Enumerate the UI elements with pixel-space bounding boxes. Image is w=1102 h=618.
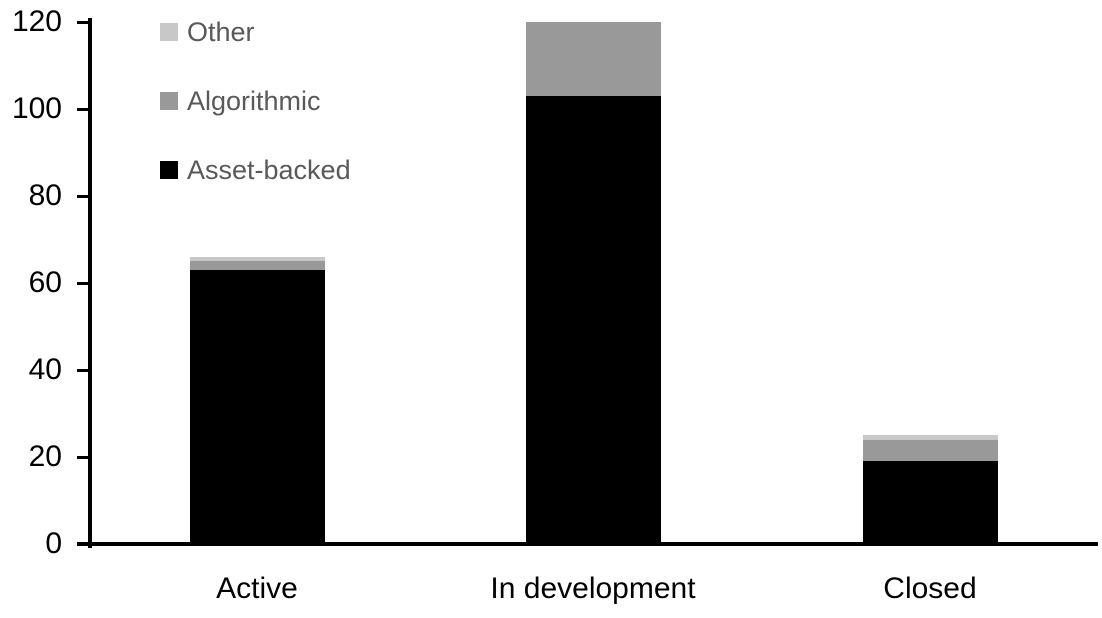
y-tick xyxy=(77,194,88,198)
x-axis-label-active: Active xyxy=(216,572,298,605)
y-tick-label: 80 xyxy=(28,179,62,212)
legend-item-algorithmic: Algorithmic xyxy=(160,87,351,114)
y-tick xyxy=(77,368,88,372)
legend-label-other: Other xyxy=(187,16,255,47)
legend-swatch-algorithmic-icon xyxy=(160,92,178,110)
legend-label-algorithmic: Algorithmic xyxy=(187,85,321,116)
y-tick-label: 0 xyxy=(45,527,62,560)
legend-item-other: Other xyxy=(160,18,351,45)
bar-closed-segment-asset-backed xyxy=(862,461,998,544)
bar-closed-segment-algorithmic xyxy=(862,439,998,462)
legend-swatch-other-icon xyxy=(160,23,178,41)
y-tick-label: 40 xyxy=(28,353,62,386)
x-axis-line xyxy=(77,542,1098,546)
legend-label-asset-backed: Asset-backed xyxy=(187,154,351,185)
bar-in-development-segment-asset-backed xyxy=(525,95,661,544)
x-axis-label-in-development: In development xyxy=(490,572,696,605)
y-tick-label: 100 xyxy=(11,92,62,125)
legend-item-asset-backed: Asset-backed xyxy=(160,156,351,183)
x-axis-label-closed: Closed xyxy=(883,572,977,605)
bar-closed-segment-other xyxy=(862,435,998,440)
bar-active-segment-other xyxy=(189,256,325,262)
chart-legend: Other Algorithmic Asset-backed xyxy=(160,18,351,229)
y-tick xyxy=(77,281,88,285)
bar-active-segment-algorithmic xyxy=(189,261,325,270)
legend-swatch-asset-backed-icon xyxy=(160,161,178,179)
bar-active-segment-asset-backed xyxy=(189,269,325,544)
y-tick-label: 60 xyxy=(28,266,62,299)
y-tick xyxy=(77,455,88,459)
y-axis-line xyxy=(88,18,92,548)
y-tick xyxy=(77,107,88,111)
bar-in-development-segment-algorithmic xyxy=(525,22,661,96)
y-tick-label: 120 xyxy=(11,5,62,38)
y-tick-label: 20 xyxy=(28,440,62,473)
y-tick xyxy=(77,20,88,24)
